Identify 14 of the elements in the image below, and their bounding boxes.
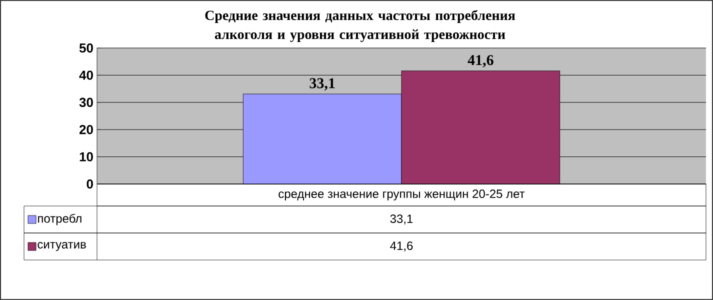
y-tick-label: 50 [79, 43, 93, 53]
legend-label: потребл [38, 214, 82, 226]
data-label: 33,1 [310, 78, 335, 90]
text: 33,1 [390, 214, 413, 224]
y-tick-label: 0 [86, 179, 93, 189]
x-tick-label: среднее значение группы женщин 20-25 лет [278, 190, 525, 200]
chart-title: Средние значения данных частоты потребления алкоголя и уровня ситуативной тревожности [205, 10, 516, 42]
y-tick-label: 20 [79, 124, 93, 134]
legend-label: ситуатив [38, 242, 86, 251]
y-tick-label: 10 [80, 152, 93, 162]
y-tick-label: 30 [79, 98, 93, 108]
text: 41,6 [390, 242, 413, 252]
y-tick-label: 40 [79, 70, 93, 80]
data-label: 41,6 [468, 55, 494, 68]
